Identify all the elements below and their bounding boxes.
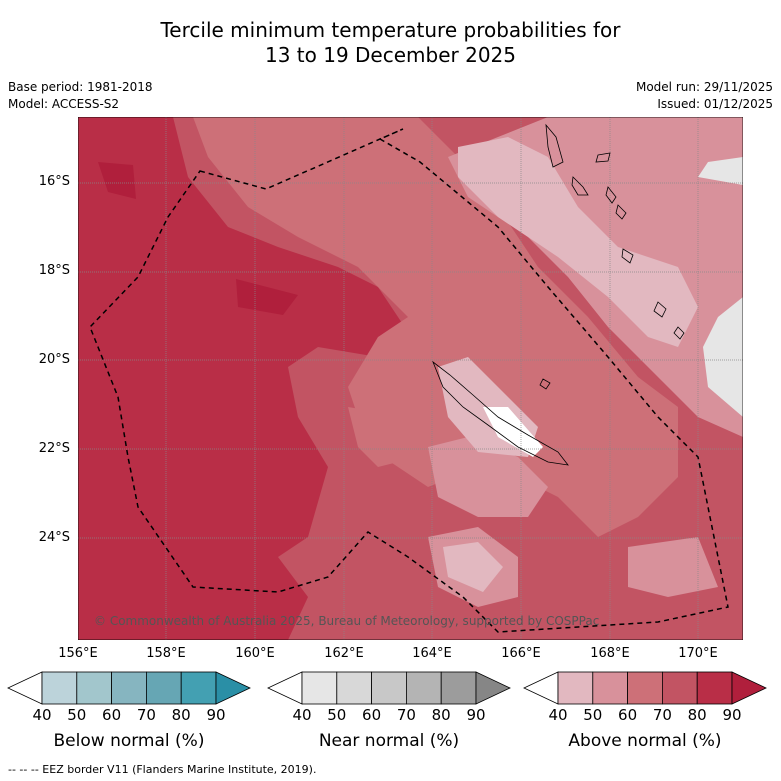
colorbars xyxy=(7,671,767,705)
lat-label-22s: 22°S xyxy=(38,441,70,456)
colorbar-tick-label: 50 xyxy=(327,706,347,724)
probability-map xyxy=(78,117,743,640)
colorbar-segment xyxy=(405,671,442,705)
region-above-40-east xyxy=(458,137,698,347)
copyright-notice: © Commonwealth of Australia 2025, Bureau… xyxy=(94,614,600,628)
region-above-50-se xyxy=(628,537,718,597)
metadata-right: Model run: 29/11/2025 Issued: 01/12/2025 xyxy=(636,79,773,113)
colorbar-label-below: Below normal (%) xyxy=(53,731,205,751)
eez-border xyxy=(89,128,729,633)
new-caledonia-coast xyxy=(432,360,569,466)
title-line-1: Tercile minimum temperature probabilitie… xyxy=(160,18,621,42)
eez-legend-note: -- -- -- EEZ border V11 (Flanders Marine… xyxy=(8,763,317,776)
model-run: Model run: 29/11/2025 xyxy=(635,80,773,94)
colorbar-segment xyxy=(627,671,663,705)
lon-label-170e: 170°E xyxy=(678,646,718,661)
base-period: Base period: 1981-2018 xyxy=(8,80,153,94)
colorbar-segment xyxy=(696,671,733,705)
colorbar-segment xyxy=(592,671,628,705)
colorbar-tick-label: 40 xyxy=(32,706,52,724)
colorbar-segment xyxy=(301,671,338,705)
colorbar-segment xyxy=(336,671,372,705)
colorbar-segment xyxy=(145,671,182,705)
colorbar-above-normal xyxy=(523,671,767,705)
map-title: Tercile minimum temperature probabilitie… xyxy=(0,18,781,68)
colorbar-tick-label: 80 xyxy=(687,706,707,724)
region-above-40-south xyxy=(443,542,503,592)
region-near-50-ne xyxy=(698,157,743,185)
title-line-2: 13 to 19 December 2025 xyxy=(264,43,516,67)
colorbar-segment xyxy=(475,671,511,705)
colorbar-tick-label: 70 xyxy=(396,706,416,724)
region-above-60-central xyxy=(193,117,678,537)
colorbar-segment xyxy=(371,671,407,705)
region-above-80-west xyxy=(78,117,408,640)
colorbar-segment xyxy=(440,671,477,705)
colorbar-segment xyxy=(7,671,43,705)
colorbar-tick-label: 40 xyxy=(292,706,312,724)
colorbar-below-normal xyxy=(7,671,251,705)
colorbar-segment xyxy=(41,671,78,705)
issued-date: Issued: 01/12/2025 xyxy=(657,97,773,111)
lon-label-166e: 166°E xyxy=(501,646,541,661)
colorbar-tick-label: 60 xyxy=(102,706,122,724)
lat-label-24s: 24°S xyxy=(38,530,70,545)
graticule xyxy=(78,117,743,640)
lat-label-18s: 18°S xyxy=(38,263,70,278)
colorbar-tick-label: 80 xyxy=(431,706,451,724)
lat-label-16s: 16°S xyxy=(38,174,70,189)
region-above-90-b xyxy=(236,279,298,315)
colorbar-tick-label: 80 xyxy=(171,706,191,724)
colorbar-tick-label: 50 xyxy=(583,706,603,724)
colorbar-segment xyxy=(523,671,559,705)
vanuatu-islands xyxy=(539,123,685,390)
lon-label-168e: 168°E xyxy=(590,646,630,661)
colorbar-tick-label: 50 xyxy=(67,706,87,724)
colorbar-segment xyxy=(215,671,251,705)
colorbar-label-above: Above normal (%) xyxy=(568,731,722,751)
metadata-left: Base period: 1981-2018 Model: ACCESS-S2 xyxy=(8,79,153,113)
lon-label-160e: 160°E xyxy=(235,646,275,661)
colorbar-tick-label: 90 xyxy=(466,706,486,724)
region-above-90-a xyxy=(98,162,136,199)
colorbar-segment xyxy=(267,671,303,705)
lon-label-158e: 158°E xyxy=(146,646,186,661)
region-white-nc xyxy=(483,407,543,457)
colorbar-tick-label: 90 xyxy=(206,706,226,724)
region-above-60-b xyxy=(348,407,418,467)
colorbar-segment xyxy=(76,671,113,705)
colorbar-tick-label: 60 xyxy=(362,706,382,724)
lon-label-162e: 162°E xyxy=(324,646,364,661)
colorbar-near-normal xyxy=(267,671,511,705)
colorbar-segment xyxy=(557,671,594,705)
lon-label-164e: 164°E xyxy=(412,646,452,661)
colorbar-tick-label: 70 xyxy=(652,706,672,724)
colorbar-segment xyxy=(111,671,147,705)
colorbar-tick-label: 70 xyxy=(136,706,156,724)
colorbar-tick-label: 40 xyxy=(548,706,568,724)
model-name: Model: ACCESS-S2 xyxy=(8,97,120,111)
colorbar-tick-label: 60 xyxy=(618,706,638,724)
colorbar-segment xyxy=(662,671,698,705)
colorbar-segment xyxy=(180,671,217,705)
colorbar-tick-label: 90 xyxy=(722,706,742,724)
lat-label-20s: 20°S xyxy=(38,352,70,367)
lon-label-156e: 156°E xyxy=(58,646,98,661)
colorbar-label-near: Near normal (%) xyxy=(318,731,460,751)
region-near-50-east xyxy=(703,297,743,417)
colorbar-segment xyxy=(731,671,767,705)
region-above-50-nc xyxy=(428,437,548,517)
